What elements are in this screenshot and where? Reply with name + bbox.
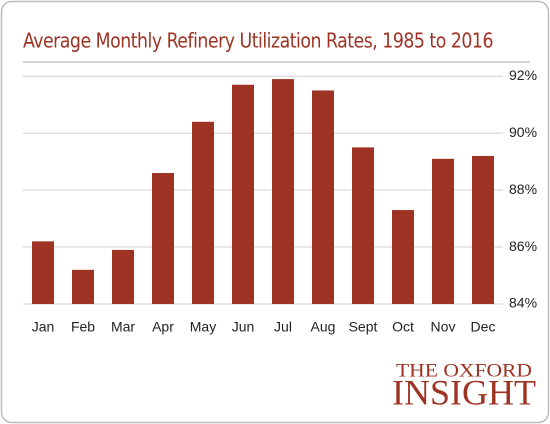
x-tick-label: Dec xyxy=(471,319,496,335)
bar xyxy=(152,173,174,304)
bar xyxy=(32,241,54,304)
x-tick-label: Apr xyxy=(152,319,174,335)
bar xyxy=(72,269,94,304)
x-tick-label: Nov xyxy=(431,319,456,335)
y-tick-label: 88% xyxy=(509,181,537,197)
bar xyxy=(112,249,134,304)
bar xyxy=(352,147,374,304)
y-tick-label: 92% xyxy=(509,67,537,83)
y-tick-label: 90% xyxy=(509,124,537,140)
bar xyxy=(392,210,414,304)
bar xyxy=(312,90,334,305)
y-tick-label: 86% xyxy=(509,238,537,254)
brand-line2: Insight xyxy=(392,372,536,412)
x-tick-label: Jan xyxy=(32,319,55,335)
bar xyxy=(232,84,254,304)
x-tick-label: Jun xyxy=(232,319,255,335)
x-tick-label: Sept xyxy=(349,319,378,335)
bar xyxy=(272,79,294,304)
brand-line1: The Oxford xyxy=(396,360,532,381)
bar xyxy=(192,121,214,304)
x-tick-label: Oct xyxy=(392,319,414,335)
x-tick-label: Feb xyxy=(71,319,95,335)
y-tick-label: 84% xyxy=(509,295,537,311)
x-tick-label: Mar xyxy=(111,319,135,335)
x-tick-label: May xyxy=(190,319,216,335)
x-tick-label: Aug xyxy=(311,319,336,335)
x-tick-label: Jul xyxy=(274,319,292,335)
bar xyxy=(432,158,454,304)
bar xyxy=(472,155,494,304)
chart-title: Average Monthly Refinery Utilization Rat… xyxy=(23,29,493,53)
